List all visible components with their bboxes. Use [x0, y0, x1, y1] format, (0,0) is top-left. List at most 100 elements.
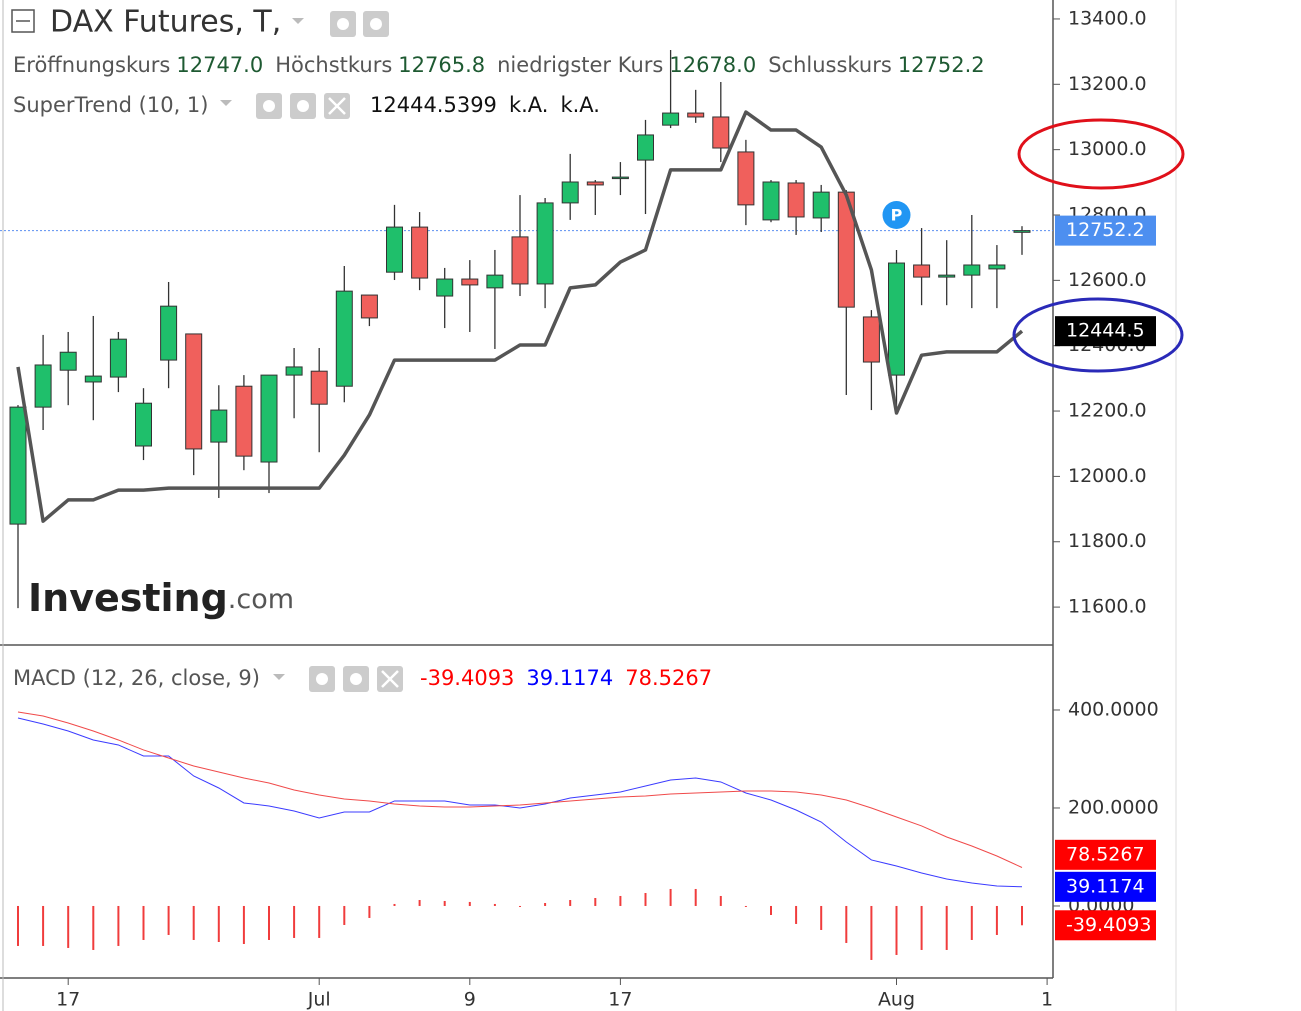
- y-tick-label: 200.0000: [1068, 796, 1159, 818]
- y-tick-label: 12000.0: [1068, 465, 1147, 487]
- candle-body: [9, 406, 27, 525]
- y-tick-label: 13000.0: [1068, 138, 1147, 160]
- candle-body: [84, 375, 102, 383]
- candle-body: [210, 409, 228, 443]
- dropdown-arrow[interactable]: [220, 100, 232, 106]
- dropdown-arrow[interactable]: [292, 18, 304, 24]
- candle-body: [988, 264, 1006, 270]
- price-badge: [1055, 839, 1156, 870]
- legend-value: 12765.8: [398, 53, 485, 77]
- candle-body: [109, 338, 127, 378]
- candle-body: [511, 236, 529, 285]
- candle-body: [135, 402, 152, 447]
- candle-body: [461, 278, 479, 286]
- x-tick-label: 9: [464, 989, 476, 1011]
- macd-line: [17, 717, 1023, 888]
- candle-body: [712, 116, 730, 149]
- candle-body: [762, 181, 780, 221]
- candle-body: [260, 374, 278, 463]
- legend-value: -39.4093: [420, 666, 514, 690]
- icon: [337, 18, 349, 30]
- candle-body: [160, 305, 178, 361]
- marker: [882, 201, 911, 229]
- candle-body: [34, 364, 52, 408]
- icon: [263, 100, 275, 112]
- y-tick-label: 11600.0: [1068, 596, 1147, 618]
- x-tick-label: 17: [56, 989, 80, 1011]
- y-tick-label: 11800.0: [1068, 530, 1147, 552]
- legend-value: 78.5267: [625, 666, 712, 690]
- y-tick-label: 12200.0: [1068, 400, 1147, 422]
- x-tick-label: 1: [1041, 989, 1053, 1011]
- candle-body: [938, 274, 956, 278]
- candle-body: [360, 294, 378, 319]
- price-badge: [1055, 316, 1156, 347]
- candle-body: [586, 181, 604, 186]
- candle-body: [862, 316, 880, 363]
- x-tick-label: Jul: [307, 989, 331, 1011]
- price-badge: [1055, 215, 1156, 246]
- dropdown-arrow[interactable]: [273, 674, 285, 680]
- candle-body: [436, 278, 454, 297]
- price-badge: [1055, 871, 1156, 902]
- candle-body: [335, 290, 353, 387]
- price-badge-label: 12444.5: [1066, 320, 1145, 342]
- annotation-ellipse: [1012, 297, 1184, 373]
- candle-body: [737, 151, 755, 206]
- candle-body: [812, 191, 830, 219]
- candle-body: [386, 226, 403, 273]
- candle-body: [486, 274, 504, 289]
- marker-label: P: [891, 206, 903, 225]
- price-badge: [1055, 910, 1156, 941]
- candle-body: [310, 370, 328, 405]
- candle-body: [687, 112, 705, 118]
- annotation-ellipse: [1017, 118, 1185, 190]
- candle-body: [637, 134, 654, 161]
- price-badge-label: -39.4093: [1066, 914, 1151, 936]
- supertrend-line: [16, 110, 1024, 523]
- price-badge-label: 39.1174: [1066, 875, 1145, 897]
- collapse-button[interactable]: [11, 9, 35, 33]
- candle-body: [536, 202, 554, 285]
- icon: [370, 18, 382, 30]
- legend-value: 39.1174: [526, 666, 613, 690]
- supertrend-legend: SuperTrend (10, 1) 12444.5399 k.A. k.A.: [13, 93, 600, 117]
- legend-value: 12747.0: [176, 53, 263, 77]
- legend-label: niedrigster Kurs: [497, 53, 663, 77]
- y-tick-label: 12600.0: [1068, 269, 1147, 291]
- candle-body: [59, 351, 77, 371]
- x-tick-label: Aug: [878, 989, 915, 1011]
- candle-body: [888, 262, 905, 376]
- icon: [350, 673, 362, 685]
- candle-body: [662, 112, 680, 126]
- legend-label: MACD (12, 26, close, 9): [13, 666, 260, 690]
- legend-label: Schlusskurs: [768, 53, 892, 77]
- chart-title: DAX Futures, T,: [50, 5, 281, 40]
- candle-body: [913, 264, 931, 278]
- candle-body: [561, 181, 579, 204]
- macd-legend: MACD (12, 26, close, 9) -39.4093 39.1174 78…: [13, 666, 712, 690]
- icon: [316, 673, 328, 685]
- macd-line: [17, 711, 1023, 868]
- price-badge-label: 12752.2: [1066, 219, 1145, 241]
- y-tick-label: 13200.0: [1068, 73, 1147, 95]
- candle-body: [963, 264, 981, 276]
- legend-value: 12444.5399: [370, 93, 497, 117]
- legend-label: Eröffnungskurs: [13, 53, 170, 77]
- candle-body: [1013, 230, 1031, 233]
- candle-body: [235, 385, 253, 457]
- legend-value: 12678.0: [669, 53, 756, 77]
- legend-value: k.A.: [560, 93, 600, 117]
- candle-body: [411, 226, 429, 279]
- watermark-text: Investing: [28, 576, 228, 620]
- candle-body: [787, 182, 805, 218]
- ohlc-legend: Eröffnungskurs 12747.0 Höchstkurs 12765.8 ni…: [13, 53, 985, 77]
- legend-label: Höchstkurs: [275, 53, 392, 77]
- watermark-text: .com: [228, 584, 294, 615]
- x-tick-label: 17: [608, 989, 632, 1011]
- y-tick-label: 13400.0: [1068, 7, 1147, 29]
- legend-value: k.A.: [509, 93, 549, 117]
- candle-body: [185, 333, 203, 450]
- legend-label: SuperTrend (10, 1): [13, 93, 209, 117]
